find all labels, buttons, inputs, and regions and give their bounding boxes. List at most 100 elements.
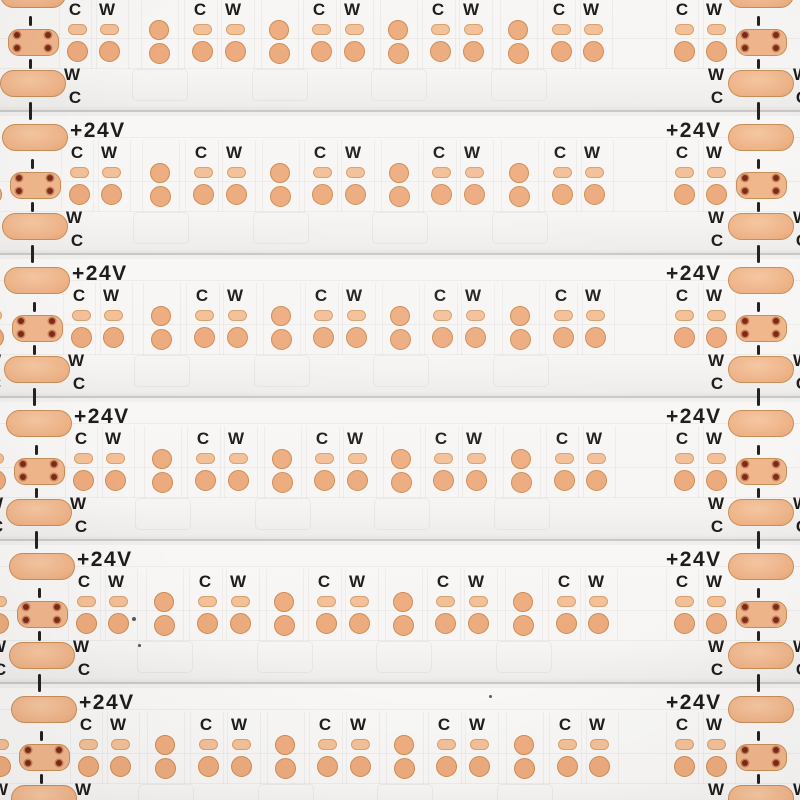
board-texture-line <box>177 0 179 69</box>
solder-pad-pill <box>469 738 489 750</box>
label-c: C <box>675 572 689 591</box>
board-texture-line <box>219 426 221 498</box>
board-texture-line <box>58 0 60 69</box>
board-texture-line <box>460 712 462 784</box>
drill-hole <box>22 603 30 611</box>
label-w: W <box>69 493 87 513</box>
cut-mark-tick <box>34 445 38 455</box>
board-texture-line <box>0 640 800 641</box>
dust-speck <box>489 695 492 698</box>
solder-pad-round <box>673 756 695 777</box>
board-texture-line <box>697 0 699 69</box>
label-w: W <box>705 143 723 162</box>
label-w: W <box>224 0 242 19</box>
drill-hole <box>772 473 780 481</box>
board-texture-line <box>611 0 613 69</box>
board-texture-line <box>341 712 343 784</box>
drill-hole <box>24 759 32 767</box>
label-w: W <box>793 495 800 512</box>
board-texture-line <box>0 280 800 281</box>
drill-hole <box>772 603 780 611</box>
solder-pad-pill <box>347 452 367 464</box>
board-texture-line <box>341 283 343 355</box>
drill-hole <box>48 330 56 338</box>
board-texture-line <box>697 569 699 641</box>
solder-pad-oval <box>728 553 794 580</box>
solder-pad-pill <box>465 309 485 321</box>
drill-hole <box>772 44 780 52</box>
solder-pad-round <box>102 327 124 348</box>
board-texture-line <box>697 283 699 355</box>
cut-mark-tick <box>756 387 760 406</box>
label-c: C <box>315 429 329 448</box>
board-texture-line <box>537 140 539 212</box>
label-c: C <box>72 373 86 393</box>
board-texture-emboss <box>497 784 553 800</box>
solder-pad-pill <box>350 738 370 750</box>
solder-pad-round <box>68 184 90 205</box>
solder-pad-oval <box>728 410 794 437</box>
drill-hole <box>741 174 749 182</box>
solder-pad-round <box>387 42 409 64</box>
label-c: C <box>193 0 207 19</box>
label-c: C <box>557 572 571 591</box>
board-texture-line <box>579 569 581 641</box>
board-texture-line <box>255 283 257 355</box>
solder-pad-oval <box>9 641 75 669</box>
board-texture-emboss <box>494 498 550 530</box>
solder-pad-pill <box>552 166 572 178</box>
label-c: C <box>79 715 93 734</box>
board-texture-line <box>614 426 616 498</box>
solder-pad-pill <box>554 452 574 464</box>
board-texture-line <box>580 712 582 784</box>
board-texture-line <box>464 712 466 784</box>
board-texture-line <box>378 712 380 784</box>
board-texture-line <box>582 426 584 498</box>
solder-pad-round <box>270 328 292 350</box>
board-texture-line <box>308 712 310 784</box>
label-w: W <box>348 572 366 591</box>
board-texture-line <box>141 140 143 212</box>
solder-pad-round <box>393 757 415 779</box>
board-texture-line <box>254 140 256 212</box>
drill-hole <box>55 746 63 754</box>
solder-pad-round <box>191 41 213 62</box>
board-texture-line <box>184 140 186 212</box>
solder-pad-round <box>274 591 294 612</box>
solder-pad-pill <box>586 452 606 464</box>
label-c: C <box>196 429 210 448</box>
board-texture-line <box>422 712 424 784</box>
board-texture-line <box>734 426 736 498</box>
label-c: C <box>432 143 446 162</box>
board-texture-line <box>702 140 704 212</box>
power-label: +24V <box>77 548 133 571</box>
solder-pad-round <box>434 613 456 634</box>
drill-hole <box>772 187 780 195</box>
connector-pad-4hole <box>18 743 70 771</box>
strip-gap-line <box>0 396 800 398</box>
solder-pad-round <box>268 42 290 64</box>
board-texture-emboss <box>252 69 308 101</box>
solder-pad-oval <box>728 696 794 723</box>
solder-pad-round <box>229 613 251 634</box>
board-texture-line <box>259 712 261 784</box>
solder-pad-oval <box>728 784 794 800</box>
solder-pad-pill <box>433 452 453 464</box>
solder-pad-pill <box>110 738 130 750</box>
cut-mark-tick <box>32 387 36 406</box>
solder-pad-round <box>148 42 170 64</box>
solder-pad-round <box>346 470 368 491</box>
board-texture-line <box>140 0 142 69</box>
board-texture-line <box>0 211 800 212</box>
solder-pad-round <box>673 41 695 62</box>
solder-pad-oval <box>11 784 77 800</box>
label-w: W <box>343 0 361 19</box>
board-texture-line <box>702 0 704 69</box>
solder-pad-round <box>225 184 247 205</box>
label-c: C <box>199 715 213 734</box>
strip-gap-line <box>0 682 800 684</box>
solder-pad-round <box>154 757 176 779</box>
solder-pad-round <box>465 470 487 491</box>
solder-pad-round <box>75 613 97 634</box>
board-texture-line <box>491 0 493 69</box>
